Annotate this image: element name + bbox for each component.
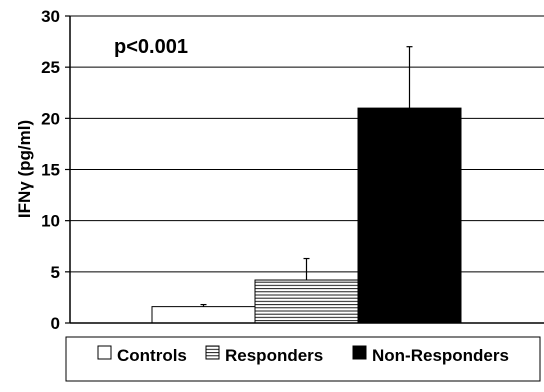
bar-non-responders (357, 107, 462, 324)
y-tick-label: 5 (51, 263, 60, 282)
y-tick-label: 20 (41, 109, 60, 128)
y-axis-title: IFNγ (pg/ml) (15, 120, 34, 218)
legend-label: Responders (225, 346, 323, 365)
y-tick-label: 30 (41, 7, 60, 26)
y-tick-label: 0 (51, 314, 60, 333)
legend-box (65, 336, 541, 382)
p-value-annotation: p<0.001 (114, 36, 188, 58)
bars (151, 46, 462, 324)
legend-swatch-responders (205, 345, 220, 360)
axes: 0 5 10 15 20 25 30 (41, 7, 544, 333)
y-tick-label: 25 (41, 58, 60, 77)
legend-label: Non-Responders (372, 346, 509, 365)
y-tick-label: 10 (41, 212, 60, 231)
legend-swatch-controls (97, 345, 112, 360)
y-tick-label: 15 (41, 161, 60, 180)
bar-controls (151, 306, 256, 324)
legend: Controls Responders Non-Responders (65, 336, 541, 382)
gridlines (70, 15, 544, 273)
legend-swatch-non-responders (352, 345, 367, 360)
bar-responders (254, 279, 359, 324)
legend-label: Controls (117, 346, 187, 365)
